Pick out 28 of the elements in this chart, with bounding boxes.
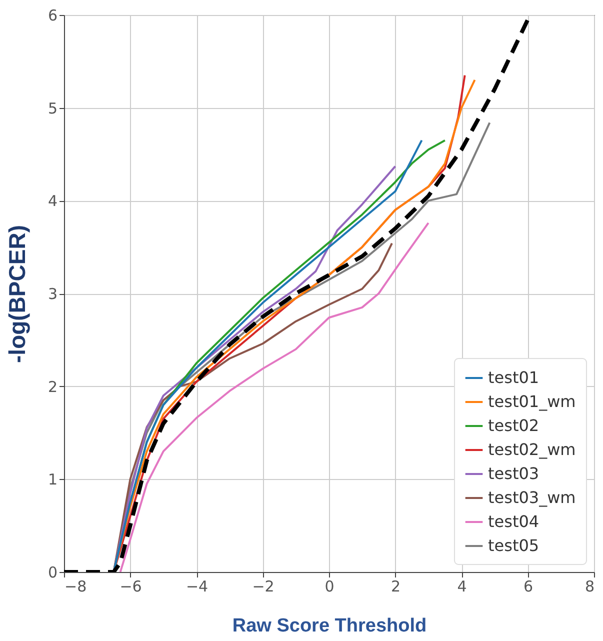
- y-tick-label: 2: [48, 378, 58, 396]
- legend-label: test01: [488, 368, 540, 387]
- y-tick-label: 6: [48, 6, 58, 24]
- legend-label: test03: [488, 464, 540, 483]
- x-tick-label: −8: [64, 578, 87, 596]
- legend-label: test05: [488, 536, 540, 555]
- legend-label: test02_wm: [488, 440, 576, 459]
- x-axis-title: Raw Score Threshold: [232, 616, 427, 636]
- y-tick-label: 3: [48, 285, 58, 303]
- y-tick-label: 4: [48, 192, 58, 210]
- x-tick-label: 8: [584, 578, 594, 596]
- y-tick-label: 1: [48, 470, 58, 489]
- y-tick-label: 5: [48, 99, 58, 118]
- x-tick-label: −4: [186, 578, 208, 596]
- x-tick-label: −2: [252, 578, 274, 596]
- legend-label: test04: [488, 512, 540, 531]
- x-tick-label: 0: [324, 578, 334, 596]
- y-axis-title: -log(BPCER): [4, 225, 30, 363]
- legend-label: test02: [488, 416, 540, 435]
- y-tick-label: 0: [48, 564, 58, 582]
- legend-label: test01_wm: [488, 392, 576, 411]
- x-tick-label: 4: [457, 578, 467, 596]
- x-tick-label: 6: [523, 578, 534, 596]
- line-series: [119, 222, 430, 572]
- line-series: [112, 242, 393, 572]
- x-tick-label: 2: [390, 578, 401, 596]
- x-tick-label: −6: [120, 578, 142, 596]
- legend-label: test03_wm: [488, 488, 576, 507]
